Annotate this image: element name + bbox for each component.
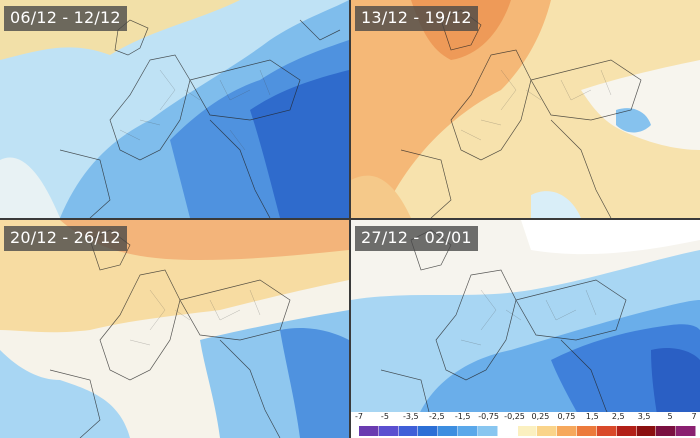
legend-tick-label: -2,5 [428, 412, 445, 421]
period-label: 20/12 - 26/12 [4, 226, 127, 251]
legend-tick-label: 3,5 [637, 412, 651, 421]
legend-swatch [636, 426, 657, 436]
period-label: 13/12 - 19/12 [355, 6, 478, 31]
period-label: 06/12 - 12/12 [4, 6, 127, 31]
legend-swatch [359, 426, 379, 436]
anomaly-map-4 [351, 220, 700, 438]
legend-tick-label: 5 [667, 412, 673, 421]
legend-tick-label: -0,75 [478, 412, 499, 421]
legend-tick-label: 0,75 [557, 412, 576, 421]
map-panel-week-4: 27/12 - 02/01 -7 -5 -3,5 -2,5 -1,5 -0,75 -0,25… [351, 220, 700, 438]
legend-swatch [438, 426, 459, 436]
map-panel-week-2: 13/12 - 19/12 [351, 0, 700, 218]
legend-tick-label: -7 [355, 412, 363, 421]
map-panel-week-3: 20/12 - 26/12 [0, 220, 349, 438]
anomaly-map-3 [0, 220, 349, 438]
legend-swatch [458, 426, 478, 436]
anomaly-map-1 [0, 0, 349, 218]
legend-swatch [616, 426, 637, 436]
legend-swatch [418, 426, 439, 436]
legend-swatch [656, 426, 677, 436]
legend-swatch [596, 426, 617, 436]
legend-swatch [497, 426, 518, 436]
legend-swatch [398, 426, 419, 436]
legend-tick-label: -3,5 [403, 412, 419, 421]
legend-tick-label: 1,5 [585, 412, 599, 421]
legend-tick-label: 2,5 [611, 412, 625, 421]
legend-swatch [577, 426, 597, 436]
legend-swatch [537, 426, 558, 436]
legend-swatch [517, 426, 538, 436]
legend-swatch [477, 426, 498, 436]
legend-color-bar [359, 426, 697, 436]
anomaly-map-2 [351, 0, 700, 218]
legend-tick-label: 0,25 [531, 412, 550, 421]
legend-tick-label: 7 [691, 412, 697, 421]
legend-tick-label: -0,25 [504, 412, 525, 421]
period-label: 27/12 - 02/01 [355, 226, 478, 251]
legend-swatch [378, 426, 399, 436]
legend-swatch [557, 426, 578, 436]
map-panel-week-1: 06/12 - 12/12 [0, 0, 349, 218]
legend-swatch [676, 426, 697, 436]
legend-tick-label: -5 [380, 412, 389, 421]
legend-tick-labels: -7 -5 -3,5 -2,5 -1,5 -0,75 -0,25 0,25 0,75 1,5 2,5… [351, 412, 700, 425]
color-scale-legend: -7 -5 -3,5 -2,5 -1,5 -0,75 -0,25 0,25 0,75 1,5 2,5… [351, 412, 700, 438]
legend-tick-label: -1,5 [454, 412, 471, 421]
